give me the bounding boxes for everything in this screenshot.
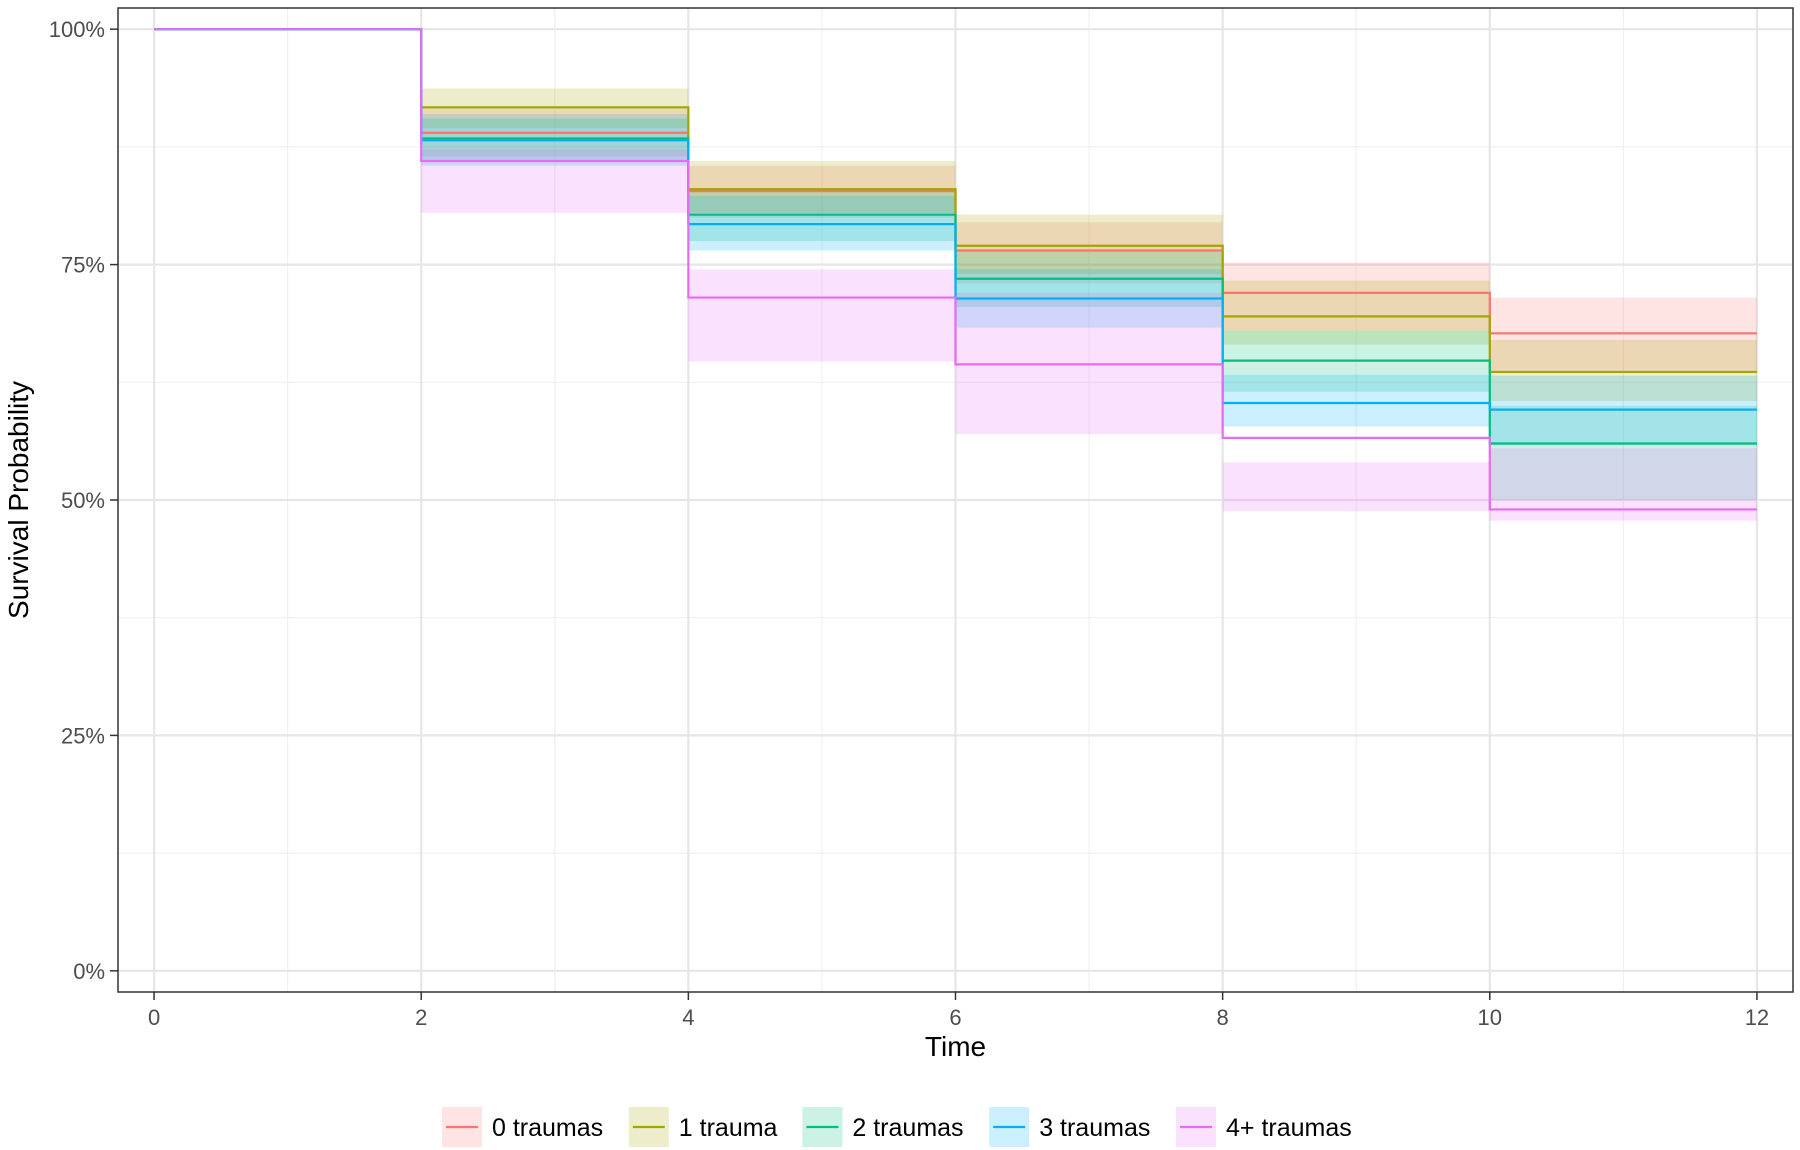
confidence-band-segment [1489,405,1757,500]
confidence-band-segment [1489,339,1757,402]
x-tick-label: 10 [1478,1005,1502,1030]
legend-label: 3 traumas [1039,1114,1150,1142]
x-tick-label: 2 [415,1005,427,1030]
confidence-band-segment [688,161,956,213]
legend-label: 1 trauma [679,1114,778,1142]
confidence-band-segment [688,269,956,362]
y-axis-title: Survival Probability [3,381,34,619]
y-axis-ticks: 0% 25% 50% 75% 100% [49,17,118,984]
legend-label: 0 traumas [492,1114,603,1142]
confidence-band-segment [1222,374,1490,427]
legend-item: 4+ traumas [1176,1107,1352,1147]
legend-item: 3 traumas [989,1107,1150,1147]
grid-major-lines [118,8,1793,992]
confidence-band-segment [1222,280,1490,345]
x-tick-label: 6 [949,1005,961,1030]
x-tick-label: 8 [1217,1005,1229,1030]
y-tick-label: 0% [73,959,105,984]
x-tick-label: 0 [148,1005,160,1030]
confidence-band-segment [1222,462,1490,512]
confidence-band-segment [421,149,689,213]
legend-label: 4+ traumas [1226,1114,1352,1142]
y-tick-label: 75% [61,253,105,278]
confidence-band-segment [1222,262,1490,331]
legend-item: 0 traumas [442,1107,603,1147]
confidence-band-segment [955,222,1223,284]
y-tick-label: 50% [61,488,105,513]
x-tick-label: 12 [1745,1005,1769,1030]
y-tick-label: 100% [49,17,105,42]
confidence-band-segment [955,214,1223,275]
x-tick-label: 4 [682,1005,694,1030]
survival-curves [154,28,1757,511]
legend: 0 traumas 1 trauma 2 traumas 3 traumas 4+ tr… [442,1107,1352,1147]
confidence-band-segment [1489,297,1757,373]
x-axis-title: Time [925,1031,986,1062]
legend-label: 2 traumas [852,1114,963,1142]
legend-item: 1 trauma [628,1107,778,1147]
legend-item: 2 traumas [802,1107,964,1147]
x-axis-ticks: 0 2 4 6 8 10 12 [148,992,1769,1030]
survival-curve [154,28,1757,511]
y-tick-label: 25% [61,723,105,748]
